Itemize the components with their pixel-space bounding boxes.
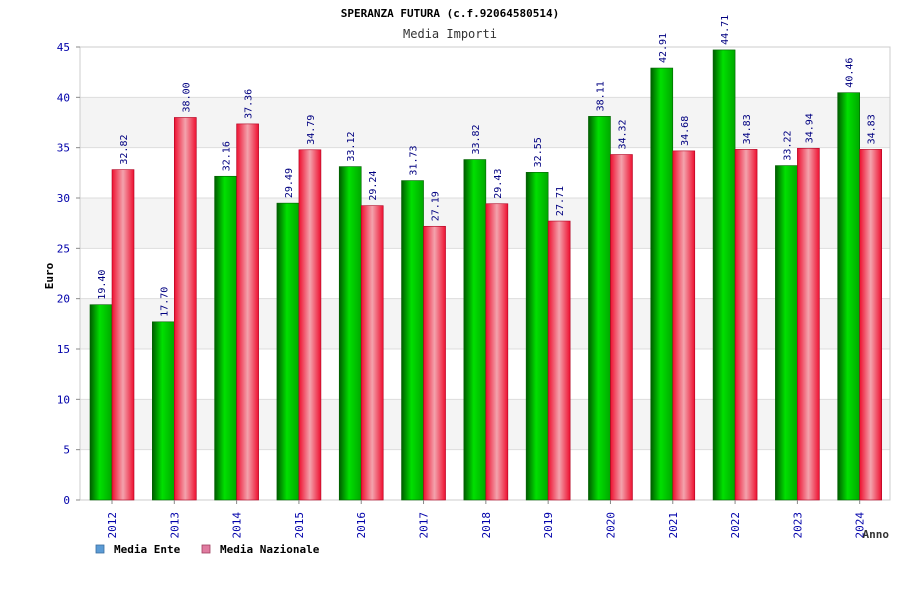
x-tick-label-2020: 2020 <box>604 512 617 539</box>
bar-media-ente-2014 <box>214 175 237 501</box>
y-tick-label: 35 <box>57 142 70 155</box>
data-label-media-ente-2019: 32.55 <box>533 137 544 167</box>
bar-media-nazionale-2020 <box>610 154 633 501</box>
bar-media-nazionale-2012 <box>111 169 135 501</box>
data-label-media-ente-2012: 19.40 <box>97 270 108 300</box>
y-tick-label: 10 <box>57 393 70 406</box>
bar-media-ente-2020 <box>588 116 611 501</box>
y-tick-label: 0 <box>63 494 70 507</box>
x-tick-label-2024: 2024 <box>854 512 867 539</box>
data-label-media-nazionale-2014: 37.36 <box>244 89 255 119</box>
legend: Media Ente Media Nazionale <box>95 543 320 556</box>
data-label-media-nazionale-2024: 34.83 <box>867 114 878 144</box>
bar-media-nazionale-2024 <box>859 149 882 501</box>
y-tick-label: 40 <box>57 91 70 104</box>
data-label-media-ente-2014: 32.16 <box>222 141 233 171</box>
x-tick-label-2014: 2014 <box>231 512 244 539</box>
x-tick-label-2019: 2019 <box>542 512 555 539</box>
data-label-media-nazionale-2016: 29.24 <box>368 171 379 201</box>
bar-media-nazionale-2014 <box>236 123 259 501</box>
y-tick-label: 5 <box>63 444 70 457</box>
x-tick-label-2022: 2022 <box>729 512 742 539</box>
data-label-media-nazionale-2020: 34.32 <box>617 119 628 149</box>
bar-media-ente-2017 <box>401 180 424 501</box>
data-label-media-nazionale-2013: 38.00 <box>181 82 192 112</box>
x-axis-label: Anno <box>863 528 890 541</box>
data-label-media-ente-2024: 40.46 <box>845 58 856 88</box>
grid-band <box>80 97 890 148</box>
y-tick-label: 20 <box>57 293 70 306</box>
x-tick-label-2012: 2012 <box>106 512 119 539</box>
bar-media-nazionale-2022 <box>734 149 758 501</box>
y-tick-label: 45 <box>57 41 70 54</box>
bar-media-ente-2016 <box>338 166 362 501</box>
data-label-media-ente-2015: 29.49 <box>284 168 295 198</box>
bar-media-nazionale-2013 <box>174 117 197 501</box>
data-label-media-nazionale-2021: 34.68 <box>680 116 691 146</box>
y-axis-label: Euro <box>43 262 56 289</box>
data-label-media-nazionale-2017: 27.19 <box>431 191 442 221</box>
data-label-media-ente-2023: 33.22 <box>782 130 793 160</box>
data-label-media-ente-2018: 33.82 <box>471 124 482 154</box>
data-label-media-ente-2021: 42.91 <box>658 33 669 63</box>
x-tick-label-2016: 2016 <box>355 512 368 539</box>
bar-media-ente-2024 <box>837 92 860 501</box>
data-label-media-nazionale-2018: 29.43 <box>493 169 504 199</box>
x-tick-label-2021: 2021 <box>667 512 680 539</box>
data-label-media-ente-2022: 44.71 <box>720 15 731 45</box>
data-label-media-nazionale-2012: 32.82 <box>119 135 130 165</box>
bar-media-ente-2021 <box>650 67 674 501</box>
x-tick-label-2013: 2013 <box>168 512 181 539</box>
bar-media-ente-2019 <box>525 172 549 501</box>
x-tick-label-2015: 2015 <box>293 512 306 539</box>
data-label-media-nazionale-2022: 34.83 <box>742 114 753 144</box>
bar-media-nazionale-2023 <box>797 147 820 501</box>
bar-media-nazionale-2018 <box>485 203 509 501</box>
data-label-media-ente-2017: 31.73 <box>409 145 420 175</box>
legend-swatch-media-ente <box>95 544 105 554</box>
y-tick-label: 15 <box>57 343 70 356</box>
y-tick-label: 25 <box>57 242 70 255</box>
legend-label-media-ente: Media Ente <box>114 543 181 556</box>
data-label-media-ente-2013: 17.70 <box>159 287 170 317</box>
bar-media-ente-2023 <box>775 165 798 501</box>
data-label-media-nazionale-2015: 34.79 <box>306 115 317 145</box>
bar-media-ente-2013 <box>152 321 175 501</box>
bar-media-ente-2022 <box>712 49 736 501</box>
bar-media-nazionale-2015 <box>298 149 322 501</box>
bar-media-nazionale-2021 <box>672 150 696 501</box>
data-label-media-nazionale-2019: 27.71 <box>555 186 566 216</box>
x-tick-label-2017: 2017 <box>418 512 431 539</box>
bar-media-ente-2012 <box>89 304 113 501</box>
chart-title: SPERANZA FUTURA (c.f.92064580514) <box>341 7 560 20</box>
y-tick-label: 30 <box>57 192 70 205</box>
data-label-media-ente-2020: 38.11 <box>595 81 606 111</box>
legend-label-media-nazionale: Media Nazionale <box>220 543 320 556</box>
bar-media-ente-2015 <box>276 202 300 501</box>
legend-swatch-media-nazionale <box>201 544 211 554</box>
data-label-media-nazionale-2023: 34.94 <box>804 113 815 143</box>
x-tick-label-2018: 2018 <box>480 512 493 539</box>
bar-media-nazionale-2019 <box>547 220 571 501</box>
bar-media-ente-2018 <box>463 159 487 501</box>
data-label-media-ente-2016: 33.12 <box>346 131 357 161</box>
chart-subtitle: Media Importi <box>403 27 497 41</box>
x-tick-label-2023: 2023 <box>791 512 804 539</box>
bar-media-nazionale-2016 <box>360 205 384 501</box>
bar-media-nazionale-2017 <box>423 225 446 501</box>
